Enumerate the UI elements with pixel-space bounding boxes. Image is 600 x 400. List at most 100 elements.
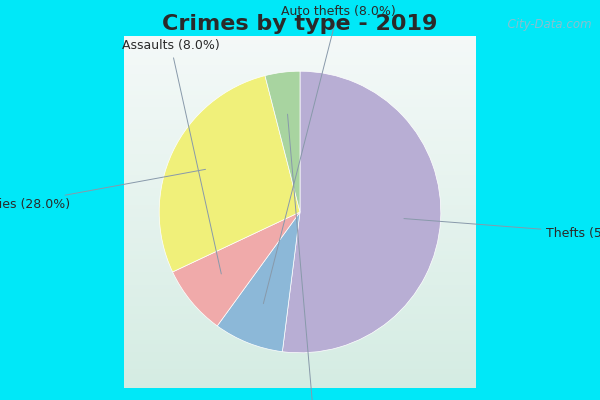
Bar bbox=[40, 271, 600, 275]
Bar bbox=[40, 94, 600, 98]
Bar bbox=[40, 111, 600, 115]
Bar bbox=[40, 60, 600, 64]
Bar bbox=[40, 47, 600, 52]
Bar bbox=[40, 246, 600, 250]
Bar bbox=[40, 161, 600, 166]
Text: City-Data.com: City-Data.com bbox=[500, 18, 592, 31]
Bar bbox=[40, 347, 600, 351]
Bar bbox=[40, 372, 600, 377]
Text: Auto thefts (8.0%): Auto thefts (8.0%) bbox=[263, 5, 395, 304]
Bar bbox=[40, 90, 600, 94]
Text: Crimes by type - 2019: Crimes by type - 2019 bbox=[163, 14, 437, 34]
Bar bbox=[40, 326, 600, 330]
Bar bbox=[40, 14, 600, 18]
Bar bbox=[40, 157, 600, 161]
Text: Burglaries (28.0%): Burglaries (28.0%) bbox=[0, 169, 206, 212]
Bar bbox=[40, 339, 600, 343]
Text: Assaults (8.0%): Assaults (8.0%) bbox=[122, 39, 221, 274]
Bar bbox=[40, 220, 600, 225]
Bar bbox=[40, 191, 600, 195]
Bar bbox=[40, 233, 600, 237]
Bar bbox=[40, 280, 600, 284]
Bar bbox=[40, 34, 600, 39]
Bar bbox=[40, 52, 600, 56]
Bar bbox=[40, 106, 600, 111]
Bar bbox=[40, 81, 600, 85]
Bar bbox=[40, 288, 600, 292]
Bar bbox=[40, 136, 600, 140]
Bar bbox=[40, 360, 600, 364]
Bar bbox=[40, 309, 600, 313]
Bar bbox=[40, 73, 600, 77]
Bar bbox=[40, 343, 600, 347]
Bar bbox=[40, 77, 600, 81]
Wedge shape bbox=[265, 71, 300, 212]
Bar bbox=[40, 43, 600, 47]
Bar bbox=[40, 229, 600, 233]
Bar bbox=[40, 170, 600, 174]
Bar bbox=[40, 334, 600, 339]
Bar bbox=[40, 250, 600, 254]
Bar bbox=[40, 195, 600, 199]
Bar bbox=[40, 144, 600, 149]
Bar bbox=[40, 364, 600, 368]
Bar bbox=[40, 292, 600, 296]
Bar bbox=[40, 254, 600, 258]
Bar bbox=[40, 242, 600, 246]
Bar bbox=[40, 98, 600, 102]
Bar bbox=[40, 330, 600, 334]
Bar bbox=[40, 284, 600, 288]
Bar bbox=[40, 263, 600, 267]
Bar bbox=[40, 225, 600, 229]
Bar bbox=[40, 318, 600, 322]
Bar bbox=[40, 128, 600, 132]
Wedge shape bbox=[217, 212, 300, 352]
Bar bbox=[40, 351, 600, 356]
Bar bbox=[40, 102, 600, 106]
Bar bbox=[40, 204, 600, 208]
Bar bbox=[40, 166, 600, 170]
Wedge shape bbox=[173, 212, 300, 326]
Bar bbox=[40, 123, 600, 128]
Bar bbox=[40, 390, 600, 394]
Bar bbox=[40, 26, 600, 30]
Bar bbox=[40, 368, 600, 372]
Bar bbox=[40, 275, 600, 280]
Bar bbox=[40, 182, 600, 187]
Bar bbox=[40, 305, 600, 309]
Bar bbox=[40, 153, 600, 157]
Bar bbox=[40, 39, 600, 43]
Bar bbox=[40, 313, 600, 318]
Bar bbox=[40, 140, 600, 144]
Bar bbox=[40, 5, 600, 9]
Bar bbox=[40, 85, 600, 90]
Wedge shape bbox=[283, 71, 441, 353]
Text: Thefts (52.0%): Thefts (52.0%) bbox=[404, 218, 600, 240]
Bar bbox=[40, 385, 600, 390]
Bar bbox=[40, 18, 600, 22]
Bar bbox=[40, 30, 600, 34]
Bar bbox=[40, 377, 600, 381]
Bar bbox=[40, 178, 600, 182]
Bar bbox=[40, 68, 600, 73]
Bar bbox=[40, 356, 600, 360]
Bar bbox=[40, 208, 600, 212]
Bar bbox=[40, 398, 600, 400]
Bar bbox=[40, 301, 600, 305]
Bar bbox=[40, 115, 600, 119]
Wedge shape bbox=[159, 76, 300, 272]
Bar bbox=[40, 381, 600, 385]
Bar bbox=[40, 199, 600, 204]
Bar bbox=[40, 267, 600, 271]
Bar bbox=[40, 132, 600, 136]
Bar bbox=[40, 22, 600, 26]
Bar bbox=[40, 119, 600, 123]
Bar bbox=[40, 296, 600, 301]
Bar bbox=[40, 9, 600, 14]
Bar bbox=[40, 187, 600, 191]
Bar bbox=[40, 1, 600, 5]
Bar bbox=[40, 216, 600, 220]
Bar bbox=[40, 237, 600, 242]
Bar bbox=[40, 258, 600, 263]
Text: Rapes (4.0%): Rapes (4.0%) bbox=[272, 114, 356, 400]
